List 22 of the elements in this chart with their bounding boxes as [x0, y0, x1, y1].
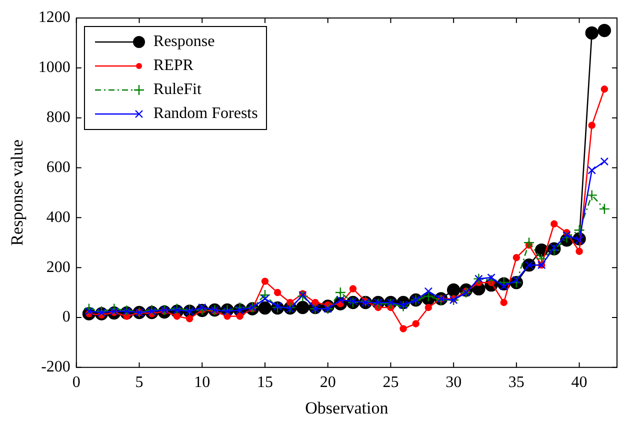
y-tick-label: 400: [46, 208, 70, 226]
x-tick-label: 15: [256, 374, 273, 392]
x-tick-label: 5: [135, 374, 144, 392]
legend-label: Random Forests: [153, 105, 258, 123]
y-tick-label: 1200: [38, 9, 70, 26]
y-tick-label: -200: [41, 358, 70, 376]
legend-label: REPR: [153, 57, 194, 75]
legend-label: Response: [153, 33, 215, 51]
x-tick-label: 40: [571, 374, 588, 392]
y-tick-label: 0: [62, 308, 70, 326]
x-axis-title: Observation: [305, 398, 389, 418]
x-tick-label: 10: [194, 374, 210, 392]
legend-label: RuleFit: [153, 81, 202, 99]
y-tick-label: 200: [46, 258, 70, 276]
x-tick-label: 25: [382, 374, 399, 392]
y-tick-label: 800: [46, 109, 70, 126]
x-tick-label: 35: [508, 374, 524, 392]
x-tick-label: 20: [320, 374, 336, 392]
y-tick-label: 600: [46, 158, 70, 176]
y-axis-title: Response value: [8, 140, 27, 246]
y-tick-label: 1000: [38, 59, 70, 76]
x-tick-label: 30: [446, 374, 462, 392]
